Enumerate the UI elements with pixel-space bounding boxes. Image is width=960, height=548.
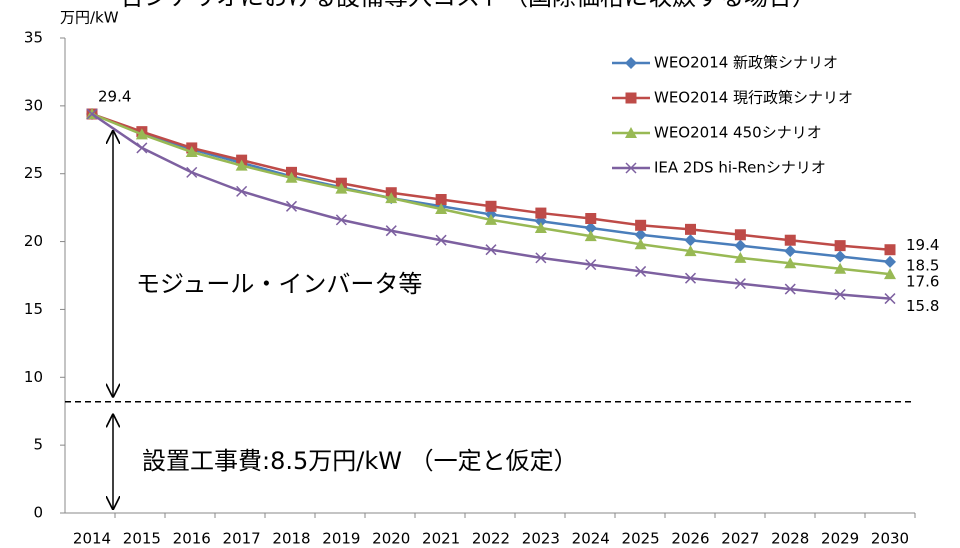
- x-tick-label: 2024: [572, 530, 610, 548]
- annotation: 設置工事費:8.5万円/kW （一定と仮定）: [142, 447, 578, 475]
- y-axis-label: 万円/kW: [60, 9, 119, 27]
- legend-label: WEO2014 現行政策シナリオ: [654, 89, 853, 107]
- marker: [784, 234, 796, 246]
- marker: [684, 272, 697, 284]
- marker: [485, 200, 497, 212]
- marker: [585, 259, 597, 271]
- marker: [834, 240, 846, 252]
- marker: [235, 159, 248, 171]
- marker: [435, 234, 447, 246]
- marker: [435, 194, 447, 205]
- data-label: 29.4: [98, 88, 131, 106]
- data-label: 15.8: [906, 297, 939, 315]
- annotation: モジュール・インバータ等: [136, 270, 422, 298]
- marker: [335, 214, 347, 226]
- marker: [435, 203, 448, 214]
- x-tick-label: 2023: [522, 530, 560, 548]
- marker: [135, 128, 148, 140]
- marker: [625, 127, 637, 138]
- legend-label: WEO2014 新政策シナリオ: [654, 54, 838, 72]
- marker: [884, 293, 896, 305]
- marker: [634, 238, 647, 250]
- chart-title: 合シナリオにおける設備導入コスト（国際価格に収斂する場合）: [120, 0, 816, 11]
- marker: [784, 257, 797, 269]
- marker: [385, 192, 398, 204]
- marker: [734, 229, 746, 241]
- legend-item: WEO2014 新政策シナリオ: [612, 54, 838, 72]
- x-tick-label: 2015: [123, 530, 161, 548]
- marker: [236, 185, 248, 197]
- x-tick-label: 2014: [73, 530, 111, 548]
- marker: [734, 239, 747, 252]
- marker: [485, 244, 497, 256]
- x-tick-label: 2019: [322, 530, 360, 548]
- legend-label: IEA 2DS hi-Renシナリオ: [654, 159, 826, 177]
- marker: [535, 207, 547, 219]
- x-tick-label: 2025: [622, 530, 660, 548]
- marker: [535, 252, 547, 264]
- x-tick-label: 2029: [821, 530, 859, 548]
- data-label: 17.6: [906, 273, 939, 291]
- legend-item: WEO2014 450シナリオ: [612, 124, 822, 142]
- marker: [684, 245, 697, 257]
- x-tick-label: 2017: [223, 530, 261, 548]
- x-tick-label: 2020: [372, 530, 410, 548]
- y-tick-label: 10: [24, 368, 43, 386]
- marker: [625, 162, 637, 174]
- x-tick-label: 2028: [771, 530, 809, 548]
- marker: [584, 230, 597, 242]
- marker: [136, 142, 148, 154]
- legend-item: IEA 2DS hi-Renシナリオ: [612, 159, 826, 177]
- marker: [684, 234, 697, 247]
- marker: [584, 222, 597, 234]
- marker: [585, 213, 597, 224]
- y-tick-label: 35: [24, 29, 43, 47]
- y-tick-label: 5: [33, 436, 43, 454]
- marker: [385, 225, 397, 237]
- marker: [635, 265, 647, 277]
- marker: [285, 200, 298, 212]
- y-tick-label: 0: [33, 504, 43, 522]
- y-tick-label: 30: [24, 96, 43, 114]
- marker: [186, 166, 198, 178]
- marker: [834, 262, 847, 274]
- marker: [884, 244, 896, 256]
- marker: [734, 278, 746, 290]
- x-tick-label: 2030: [871, 530, 909, 548]
- x-tick-label: 2018: [272, 530, 310, 548]
- y-tick-label: 15: [24, 300, 43, 318]
- marker: [734, 251, 747, 263]
- x-tick-label: 2016: [173, 530, 211, 548]
- x-tick-label: 2022: [472, 530, 510, 548]
- y-tick-label: 25: [24, 164, 43, 182]
- marker: [884, 255, 896, 268]
- marker: [784, 283, 796, 295]
- data-label: 18.5: [906, 256, 939, 274]
- data-label: 19.4: [906, 236, 939, 254]
- marker: [625, 92, 637, 104]
- marker: [485, 213, 497, 225]
- marker: [185, 146, 198, 157]
- y-tick-label: 20: [24, 232, 43, 250]
- marker: [625, 57, 637, 69]
- marker: [285, 171, 298, 183]
- marker: [834, 288, 846, 301]
- marker: [784, 245, 797, 258]
- x-tick-label: 2027: [721, 530, 759, 548]
- x-tick-label: 2026: [671, 530, 709, 548]
- legend-label: WEO2014 450シナリオ: [654, 124, 822, 142]
- marker: [335, 182, 348, 194]
- marker: [635, 219, 647, 231]
- marker: [834, 250, 847, 263]
- marker: [634, 228, 647, 241]
- marker: [685, 223, 696, 235]
- marker: [884, 268, 896, 280]
- legend-item: WEO2014 現行政策シナリオ: [612, 89, 853, 107]
- marker: [86, 108, 98, 120]
- marker: [534, 222, 547, 233]
- x-tick-label: 2021: [422, 530, 460, 548]
